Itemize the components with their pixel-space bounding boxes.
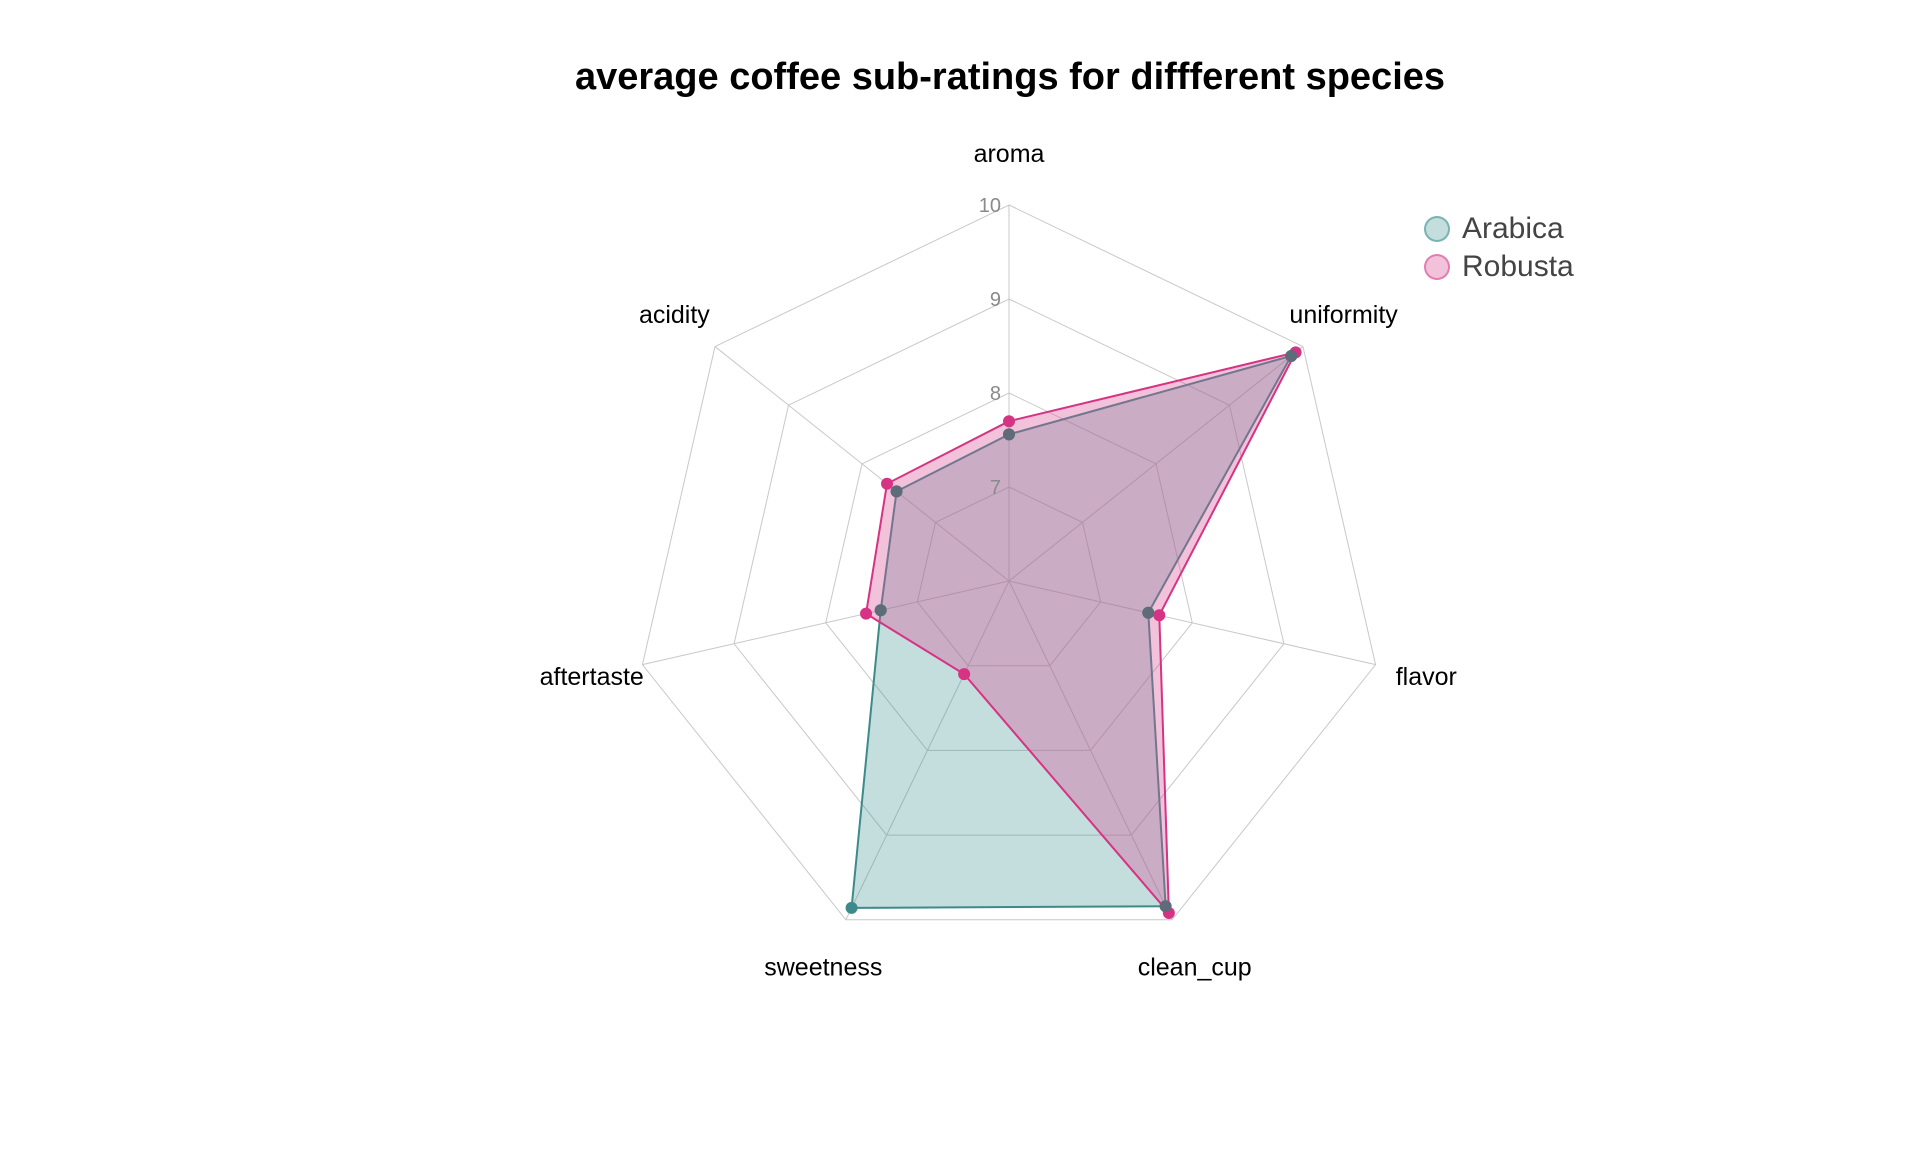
point-robusta-flavor [1153, 609, 1166, 622]
spoke-aftertaste [642, 580, 1010, 666]
legend-swatch-robusta [1424, 254, 1450, 280]
axis-label-flavor: flavor [1396, 663, 1457, 691]
spoke-clean_cup [1008, 580, 1173, 920]
grid-ring-10 [641, 204, 1377, 921]
radar-grid [641, 204, 1377, 921]
legend-item-arabica[interactable]: Arabica [1424, 210, 1574, 248]
tick-label-7: 7 [990, 477, 1001, 499]
chart-title: average coffee sub-ratings for diffferen… [574, 56, 1446, 98]
point-overlap-flavor [1142, 606, 1155, 619]
point-robusta-sweetness [958, 668, 971, 681]
spoke-uniformity [1008, 346, 1304, 582]
point-arabica-sweetness [845, 901, 858, 914]
point-overlap-uniformity [1285, 349, 1298, 362]
point-robusta-aftertaste [860, 607, 873, 620]
tick-label-9: 9 [990, 289, 1001, 311]
point-robusta-aroma [1003, 415, 1015, 428]
grid-ring-9 [733, 298, 1285, 836]
point-overlap-clean_cup [1159, 900, 1172, 913]
radar-series [845, 346, 1302, 919]
point-overlap-acidity [890, 485, 903, 498]
axis-label-clean_cup: clean_cup [1138, 954, 1252, 982]
legend-label-robusta: Robusta [1462, 250, 1574, 283]
axis-label-aftertaste: aftertaste [540, 663, 644, 691]
spoke-flavor [1008, 580, 1376, 666]
axis-label-acidity: acidity [639, 301, 710, 329]
legend: Arabica Robusta [1424, 210, 1574, 286]
series-area-robusta [865, 351, 1297, 914]
legend-label-arabica: Arabica [1462, 212, 1564, 245]
point-overlap-aroma [1003, 428, 1015, 441]
grid-ring-7 [916, 486, 1102, 667]
point-robusta-acidity [881, 477, 894, 490]
legend-swatch-arabica [1424, 216, 1450, 242]
axis-label-sweetness: sweetness [764, 954, 882, 982]
radar-labels: 7 8 9 10 aroma uniformity flavor clean_cup sweet… [540, 140, 1457, 982]
axis-label-aroma: aroma [974, 140, 1045, 168]
axis-label-uniformity: uniformity [1289, 301, 1398, 329]
grid-ring-8 [825, 392, 1193, 751]
series-area-arabica [850, 354, 1293, 909]
tick-label-8: 8 [990, 383, 1001, 405]
tick-label-10: 10 [979, 195, 1001, 217]
spoke-acidity [714, 346, 1010, 582]
legend-item-robusta[interactable]: Robusta [1424, 248, 1574, 286]
spoke-sweetness [845, 580, 1010, 920]
point-overlap-aftertaste [874, 604, 887, 617]
